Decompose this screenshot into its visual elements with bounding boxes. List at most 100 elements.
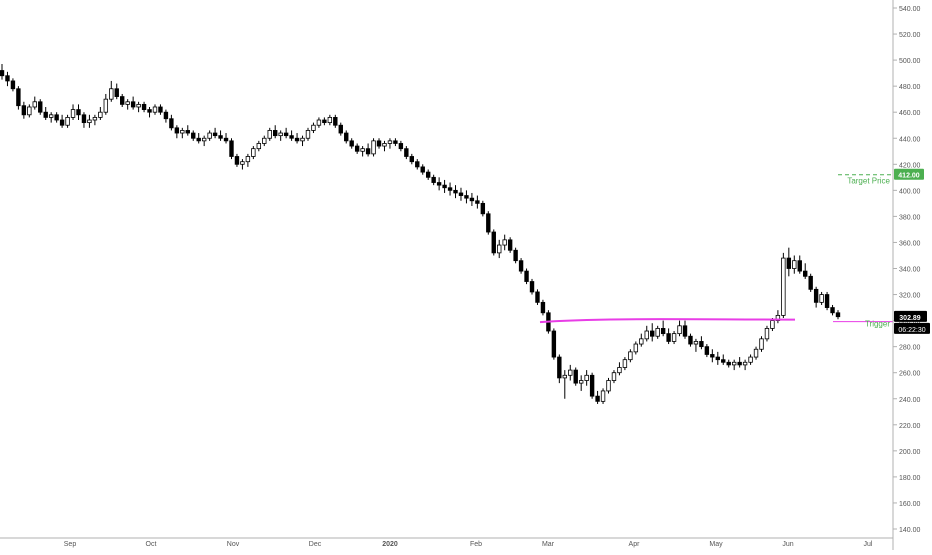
candle-up[interactable] — [606, 380, 611, 392]
candle-down[interactable] — [589, 374, 595, 397]
candle-up[interactable] — [371, 140, 376, 155]
candle-up[interactable] — [267, 130, 272, 139]
candle-up[interactable] — [305, 130, 311, 139]
candle-up[interactable] — [502, 239, 507, 246]
candle-up[interactable] — [207, 132, 212, 139]
candle-up[interactable] — [742, 361, 748, 366]
candle-down[interactable] — [130, 101, 136, 108]
candle-down[interactable] — [480, 202, 486, 215]
candle-down[interactable] — [169, 118, 174, 129]
candle-up[interactable] — [562, 374, 567, 379]
candle-down[interactable] — [431, 176, 436, 183]
candle-down[interactable] — [43, 111, 48, 118]
candle-down[interactable] — [76, 109, 81, 116]
candle-up[interactable] — [617, 367, 622, 374]
candle-up[interactable] — [770, 320, 775, 329]
candle-down[interactable] — [458, 192, 464, 196]
candle-down[interactable] — [666, 333, 671, 342]
candle-down[interactable] — [518, 260, 524, 272]
candle-down[interactable] — [513, 249, 518, 262]
candle-up[interactable] — [764, 328, 770, 340]
candle-down[interactable] — [420, 166, 425, 173]
candle-down[interactable] — [475, 200, 480, 204]
candle-up[interactable] — [753, 348, 759, 358]
candle-down[interactable] — [212, 132, 218, 137]
candle-down[interactable] — [447, 187, 453, 191]
candle-up[interactable] — [65, 117, 70, 126]
candle-up[interactable] — [387, 140, 393, 144]
candle-down[interactable] — [704, 346, 710, 355]
candle-up[interactable] — [103, 98, 109, 113]
candle-up[interactable] — [180, 130, 185, 134]
candle-down[interactable] — [147, 109, 152, 113]
candle-up[interactable] — [748, 356, 753, 363]
candle-down[interactable] — [797, 260, 802, 272]
candle-down[interactable] — [229, 140, 234, 157]
candle-down[interactable] — [120, 96, 125, 105]
candle-down[interactable] — [16, 88, 21, 107]
candle-up[interactable] — [98, 111, 103, 118]
candle-up[interactable] — [278, 132, 283, 137]
candle-down[interactable] — [415, 161, 420, 168]
candle-down[interactable] — [660, 328, 666, 335]
candle-down[interactable] — [524, 270, 529, 282]
candle-down[interactable] — [699, 341, 704, 348]
candle-down[interactable] — [196, 137, 201, 142]
candle-down[interactable] — [808, 275, 813, 290]
candle-up[interactable] — [152, 106, 158, 113]
candle-up[interactable] — [300, 137, 305, 142]
candle-up[interactable] — [633, 343, 639, 353]
candle-up[interactable] — [316, 119, 322, 126]
candle-up[interactable] — [611, 372, 617, 381]
candle-down[interactable] — [294, 137, 300, 142]
candle-up[interactable] — [671, 333, 677, 342]
candle-up[interactable] — [639, 338, 644, 345]
candle-up[interactable] — [792, 260, 797, 269]
candle-down[interactable] — [185, 130, 190, 134]
candle-down[interactable] — [726, 361, 731, 366]
candle-down[interactable] — [218, 135, 223, 139]
candle-down[interactable] — [507, 239, 513, 251]
candle-down[interactable] — [830, 307, 835, 314]
candle-up[interactable] — [92, 117, 98, 121]
candle-down[interactable] — [464, 195, 469, 199]
candle-down[interactable] — [551, 330, 557, 358]
candle-down[interactable] — [141, 103, 147, 110]
candle-up[interactable] — [497, 244, 502, 254]
candle-down[interactable] — [289, 135, 294, 139]
candle-down[interactable] — [425, 171, 431, 178]
candle-down[interactable] — [442, 184, 447, 189]
candle-up[interactable] — [311, 124, 316, 131]
candle-up[interactable] — [48, 114, 54, 118]
candle-down[interactable] — [824, 294, 830, 308]
candle-up[interactable] — [775, 314, 781, 322]
candle-up[interactable] — [201, 137, 207, 142]
candle-down[interactable] — [114, 88, 119, 97]
candle-down[interactable] — [409, 156, 415, 163]
candle-down[interactable] — [38, 101, 43, 113]
candle-down[interactable] — [234, 156, 240, 165]
candle-down[interactable] — [813, 288, 819, 303]
candle-down[interactable] — [376, 140, 382, 147]
candle-down[interactable] — [786, 257, 792, 269]
candle-up[interactable] — [32, 101, 37, 108]
candle-down[interactable] — [557, 356, 562, 379]
candle-up[interactable] — [262, 137, 267, 144]
candle-down[interactable] — [0, 70, 5, 77]
candle-down[interactable] — [688, 335, 693, 345]
candle-down[interactable] — [529, 281, 535, 293]
candle-up[interactable] — [136, 103, 141, 108]
candle-down[interactable] — [535, 291, 540, 303]
candle-down[interactable] — [344, 132, 349, 142]
candle-down[interactable] — [163, 111, 169, 120]
candle-down[interactable] — [338, 124, 343, 134]
candle-up[interactable] — [693, 341, 699, 345]
candle-down[interactable] — [54, 114, 59, 121]
candle-up[interactable] — [677, 325, 682, 335]
candle-down[interactable] — [283, 132, 289, 137]
candle-up[interactable] — [327, 117, 333, 124]
candle-up[interactable] — [70, 109, 76, 118]
candle-down[interactable] — [573, 369, 578, 384]
candle-up[interactable] — [628, 351, 633, 361]
candle-up[interactable] — [382, 143, 387, 147]
